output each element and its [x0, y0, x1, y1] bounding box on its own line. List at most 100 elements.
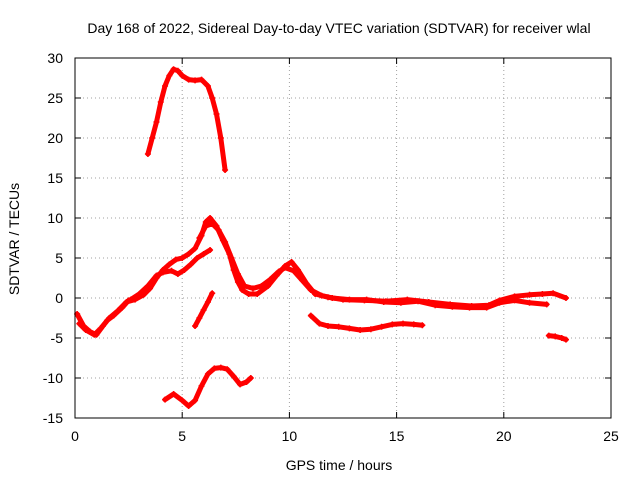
series-arc-short-rise: [192, 290, 216, 329]
data-point: [558, 335, 565, 341]
data-point: [196, 235, 203, 241]
data-point: [224, 366, 231, 373]
data-point: [181, 267, 188, 273]
series-line: [76, 297, 132, 338]
data-point: [282, 264, 289, 271]
y-tick-label: -5: [51, 330, 64, 346]
series-arc-main: [74, 215, 569, 338]
data-point: [144, 283, 151, 289]
data-point: [228, 255, 235, 261]
data-point: [539, 291, 546, 297]
data-point: [329, 295, 336, 301]
data-point: [432, 302, 439, 309]
data-point: [209, 290, 216, 297]
y-tick-label: 15: [47, 170, 63, 186]
data-point: [179, 397, 186, 404]
data-point: [162, 83, 169, 89]
data-point: [170, 66, 177, 73]
data-point: [550, 290, 557, 297]
data-point: [157, 99, 164, 105]
data-point: [217, 364, 224, 371]
data-point: [247, 375, 254, 381]
data-point: [318, 292, 325, 299]
data-point: [389, 321, 396, 328]
x-tick-label: 0: [71, 428, 79, 444]
data-point: [380, 299, 387, 305]
data-point: [166, 261, 173, 268]
data-point: [209, 220, 216, 227]
data-point: [562, 295, 569, 301]
y-tick-label: 20: [47, 130, 63, 146]
data-point: [237, 381, 244, 388]
x-tick-label: 15: [389, 428, 405, 444]
series-arc-bottom: [162, 364, 254, 409]
data-point: [419, 322, 426, 329]
data-point: [136, 291, 143, 297]
data-point: [149, 135, 156, 141]
x-tick-label: 10: [282, 428, 298, 444]
data-point: [174, 271, 181, 277]
data-point: [153, 272, 160, 279]
series-line: [546, 333, 569, 343]
data-point: [162, 396, 169, 403]
y-tick-label: -15: [43, 410, 63, 426]
data-point: [363, 296, 370, 303]
data-point: [552, 333, 559, 340]
data-point: [316, 320, 323, 327]
data-point: [200, 251, 207, 257]
y-tick-label: 25: [47, 90, 63, 106]
y-tick-label: 5: [55, 250, 63, 266]
data-point: [110, 312, 117, 319]
data-point: [179, 255, 186, 261]
data-point: [400, 320, 407, 327]
data-point: [215, 227, 222, 233]
data-point: [222, 239, 229, 245]
data-point: [82, 327, 89, 333]
data-point: [97, 325, 104, 332]
data-point: [207, 215, 214, 221]
data-point: [200, 307, 207, 313]
data-point: [217, 135, 224, 141]
data-point: [526, 291, 533, 298]
ticks: 0 5 10 15 20 25 -15 -10 -5 0 5 10 15 20 25 30: [43, 50, 619, 444]
data-point: [230, 373, 237, 380]
series-arc-late-short: [545, 332, 569, 343]
data-point: [357, 327, 364, 333]
data-point: [194, 255, 201, 261]
data-point: [91, 331, 98, 338]
data-point: [204, 371, 211, 377]
data-point: [258, 283, 265, 289]
data-point: [204, 83, 211, 89]
data-point: [198, 76, 205, 83]
data-point: [241, 283, 248, 289]
data-point: [346, 325, 353, 332]
data-point: [119, 304, 126, 311]
data-point: [213, 111, 220, 117]
data-point: [496, 299, 503, 306]
data-point: [378, 323, 385, 330]
data-point: [346, 296, 353, 303]
series-line: [74, 215, 569, 338]
data-point: [290, 267, 297, 274]
data-point: [198, 383, 205, 389]
series-line: [162, 365, 254, 409]
y-tick-label: 0: [55, 290, 63, 306]
data-point: [192, 77, 199, 84]
data-point: [367, 326, 374, 333]
data-point: [222, 167, 229, 173]
data-point: [76, 320, 83, 327]
y-tick-label: 10: [47, 210, 63, 226]
data-point: [209, 95, 216, 101]
data-point: [526, 299, 533, 306]
data-point: [185, 76, 192, 83]
data-point: [245, 291, 252, 297]
data-point: [144, 151, 151, 157]
data-point: [483, 304, 490, 311]
series-arc-upper: [144, 66, 229, 173]
data-point: [172, 256, 179, 263]
x-tick-label: 25: [603, 428, 619, 444]
data-point: [153, 119, 160, 125]
data-point: [185, 251, 192, 257]
plot-frame: [74, 57, 612, 419]
data-point: [239, 287, 246, 293]
